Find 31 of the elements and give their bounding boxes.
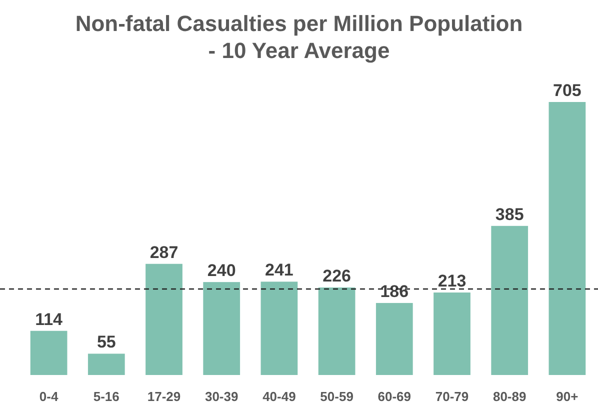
data-label: 240 xyxy=(207,261,236,280)
bar xyxy=(548,102,586,375)
chart-title: Non-fatal Casualties per Million Population - 10 Year Average xyxy=(75,11,523,63)
data-label: 213 xyxy=(438,272,466,291)
x-tick-label: 17-29 xyxy=(147,389,181,404)
x-tick-label: 90+ xyxy=(556,389,579,404)
bar xyxy=(376,302,413,375)
data-label: 226 xyxy=(322,266,351,286)
data-label: 55 xyxy=(96,332,116,352)
data-label: 241 xyxy=(265,260,294,280)
bar xyxy=(260,282,298,375)
bar xyxy=(203,282,240,375)
x-tick-label: 60-69 xyxy=(378,389,412,404)
data-label: 114 xyxy=(35,310,64,329)
x-tick-label: 40-49 xyxy=(262,389,296,404)
bar xyxy=(30,330,68,375)
bar xyxy=(491,226,528,375)
x-tick-label: 30-39 xyxy=(204,389,238,404)
x-tick-label: 80-89 xyxy=(492,389,526,404)
data-label: 705 xyxy=(553,81,582,100)
x-tick-label: 0-4 xyxy=(39,389,59,404)
bar xyxy=(318,287,356,375)
x-tick-label: 5-16 xyxy=(93,389,120,404)
bar xyxy=(88,354,125,375)
data-label: 186 xyxy=(380,282,409,301)
bar xyxy=(146,264,182,375)
data-label: 287 xyxy=(150,242,178,262)
x-tick-label: 50-59 xyxy=(320,389,354,404)
data-label: 385 xyxy=(495,204,524,224)
bar xyxy=(434,292,470,375)
x-tick-label: 70-79 xyxy=(435,389,469,404)
